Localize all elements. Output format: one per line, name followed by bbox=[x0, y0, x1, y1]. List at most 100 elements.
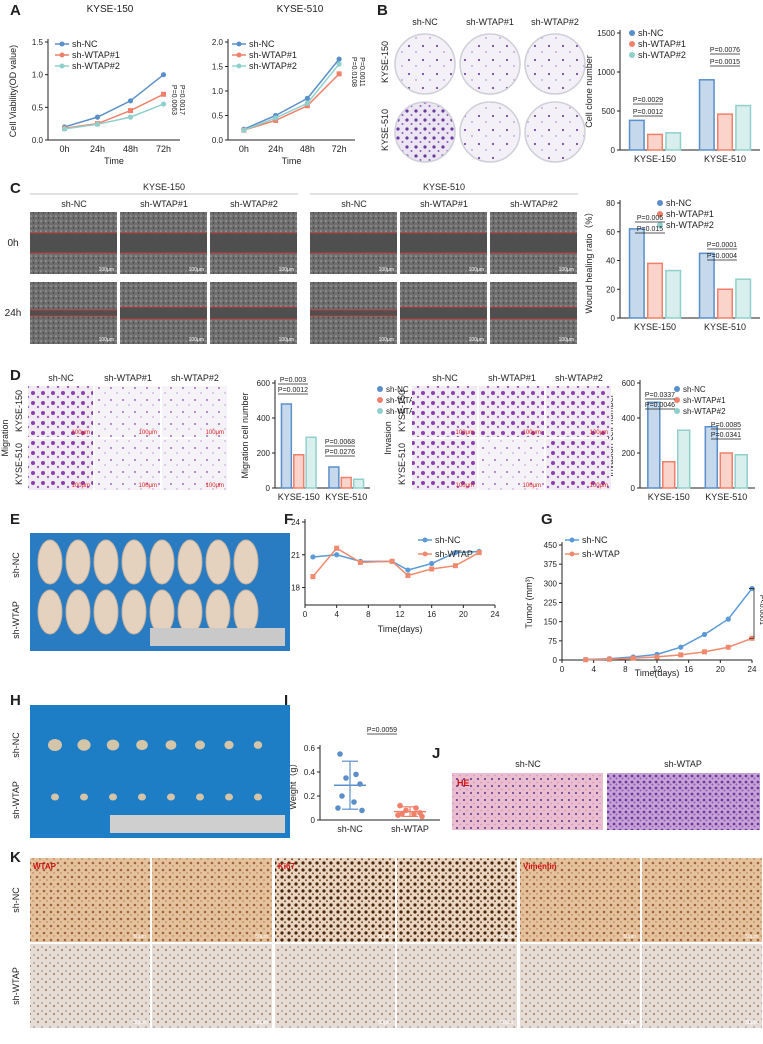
y-tick-label: 225 bbox=[544, 599, 558, 608]
y-tick-label: 450 bbox=[544, 541, 558, 550]
mouse bbox=[149, 589, 175, 635]
y-axis-label: Migration cell number bbox=[240, 392, 250, 478]
point bbox=[351, 799, 357, 805]
point bbox=[310, 554, 316, 560]
scale-label: 100μm bbox=[590, 483, 608, 489]
column-label: sh-NC bbox=[48, 373, 74, 383]
annotation: P=0.015 bbox=[637, 226, 663, 233]
scale-label: 100μm bbox=[279, 337, 294, 343]
bar bbox=[676, 429, 691, 489]
stain-label: Ki67 bbox=[278, 862, 295, 871]
x-tick-label: 12 bbox=[396, 610, 405, 619]
point bbox=[343, 775, 349, 781]
panel-letter: E bbox=[10, 511, 20, 528]
column-label: sh-WTAP#1 bbox=[104, 373, 152, 383]
annotation: P=0.0063 bbox=[170, 85, 177, 115]
point bbox=[395, 812, 401, 818]
x-tick-label: KYSE-510 bbox=[325, 492, 367, 502]
point bbox=[583, 657, 589, 663]
x-tick-label: 8 bbox=[623, 665, 628, 674]
point bbox=[411, 811, 417, 817]
legend-swatch bbox=[569, 551, 575, 557]
point bbox=[654, 654, 660, 660]
scale-label: 50μm bbox=[255, 1020, 268, 1026]
point bbox=[61, 126, 68, 132]
ihc-image bbox=[152, 944, 272, 1028]
x-tick-label: KYSE-150 bbox=[278, 492, 320, 502]
annotation: P=0.0046 bbox=[645, 402, 675, 409]
x-tick-label: 0 bbox=[303, 610, 308, 619]
legend-label: sh-WTAP#2 bbox=[72, 61, 120, 71]
x-tick-label: 72h bbox=[332, 144, 347, 154]
transwell-image bbox=[546, 386, 611, 437]
transwell-image bbox=[412, 386, 477, 437]
legend-swatch bbox=[422, 551, 428, 557]
point bbox=[476, 550, 482, 556]
bar bbox=[698, 79, 715, 151]
legend-label: sh-NC bbox=[666, 198, 692, 208]
transwell-image bbox=[162, 439, 227, 490]
bar bbox=[665, 132, 682, 151]
transwell-image bbox=[546, 439, 611, 490]
panel-letter: G bbox=[541, 511, 553, 528]
y-tick-label: 1.5 bbox=[32, 38, 44, 47]
legend-swatch bbox=[236, 41, 242, 47]
panel-letter: J bbox=[432, 745, 440, 762]
legend-swatch bbox=[236, 52, 242, 58]
x-tick-label: 72h bbox=[156, 144, 171, 154]
tumor bbox=[51, 793, 59, 801]
bar bbox=[698, 252, 715, 319]
x-tick-label: 20 bbox=[459, 610, 468, 619]
point bbox=[160, 72, 167, 78]
mouse bbox=[121, 539, 147, 585]
tumor bbox=[136, 739, 148, 751]
wound-gap bbox=[310, 233, 397, 253]
point bbox=[304, 100, 310, 106]
column-label: sh-WTAP#1 bbox=[488, 373, 536, 383]
y-tick-label: 20 bbox=[606, 285, 615, 294]
scale-label: 100μm bbox=[279, 267, 294, 273]
legend-swatch bbox=[59, 41, 65, 47]
point bbox=[725, 644, 731, 650]
point bbox=[419, 813, 425, 820]
x-tick-label: 4 bbox=[591, 665, 596, 674]
row-label: 24h bbox=[5, 308, 22, 319]
y-axis-label: Cell Viability(OD value) bbox=[8, 45, 18, 137]
scale-label: 50μm bbox=[745, 934, 758, 940]
scale-label: 100μm bbox=[559, 337, 574, 343]
scale-label: 100μm bbox=[139, 483, 157, 489]
row-label: KYSE-150 bbox=[380, 41, 390, 83]
annotation: P=0.0004 bbox=[707, 253, 737, 260]
x-tick-label: KYSE-150 bbox=[634, 322, 676, 332]
tumor bbox=[48, 739, 62, 751]
ihc-image bbox=[275, 858, 395, 942]
wound-gap bbox=[120, 307, 207, 319]
point bbox=[304, 95, 310, 101]
y-tick-label: 21 bbox=[291, 551, 300, 560]
y-tick-label: 0.6 bbox=[304, 744, 316, 753]
legend-label: sh-WTAP#2 bbox=[638, 50, 686, 60]
legend-swatch bbox=[674, 397, 680, 403]
group-label: KYSE-150 bbox=[143, 182, 185, 192]
y-tick-label: 1.5 bbox=[212, 63, 224, 72]
scale-label: 100μm bbox=[469, 337, 484, 343]
x-tick-label: 0 bbox=[560, 665, 565, 674]
scale-label: 100μm bbox=[99, 337, 114, 343]
assay-label: Invasion bbox=[383, 421, 393, 455]
ruler bbox=[150, 628, 285, 646]
wound-gap bbox=[490, 233, 577, 253]
scale-label: 100μm bbox=[523, 483, 541, 489]
annotation: P=0.0337 bbox=[645, 392, 675, 399]
y-tick-label: 400 bbox=[257, 414, 271, 423]
mouse bbox=[149, 539, 175, 585]
y-tick-label: 75 bbox=[548, 637, 557, 646]
bar bbox=[734, 454, 748, 489]
plate-image bbox=[459, 101, 521, 163]
chart-title: KYSE-150 bbox=[87, 4, 134, 15]
point bbox=[94, 114, 101, 120]
point bbox=[389, 558, 395, 564]
y-tick-label: 600 bbox=[622, 379, 636, 388]
x-tick-label: 24 bbox=[491, 610, 500, 619]
column-label: sh-WTAP#2 bbox=[171, 373, 219, 383]
tumor bbox=[196, 793, 204, 801]
